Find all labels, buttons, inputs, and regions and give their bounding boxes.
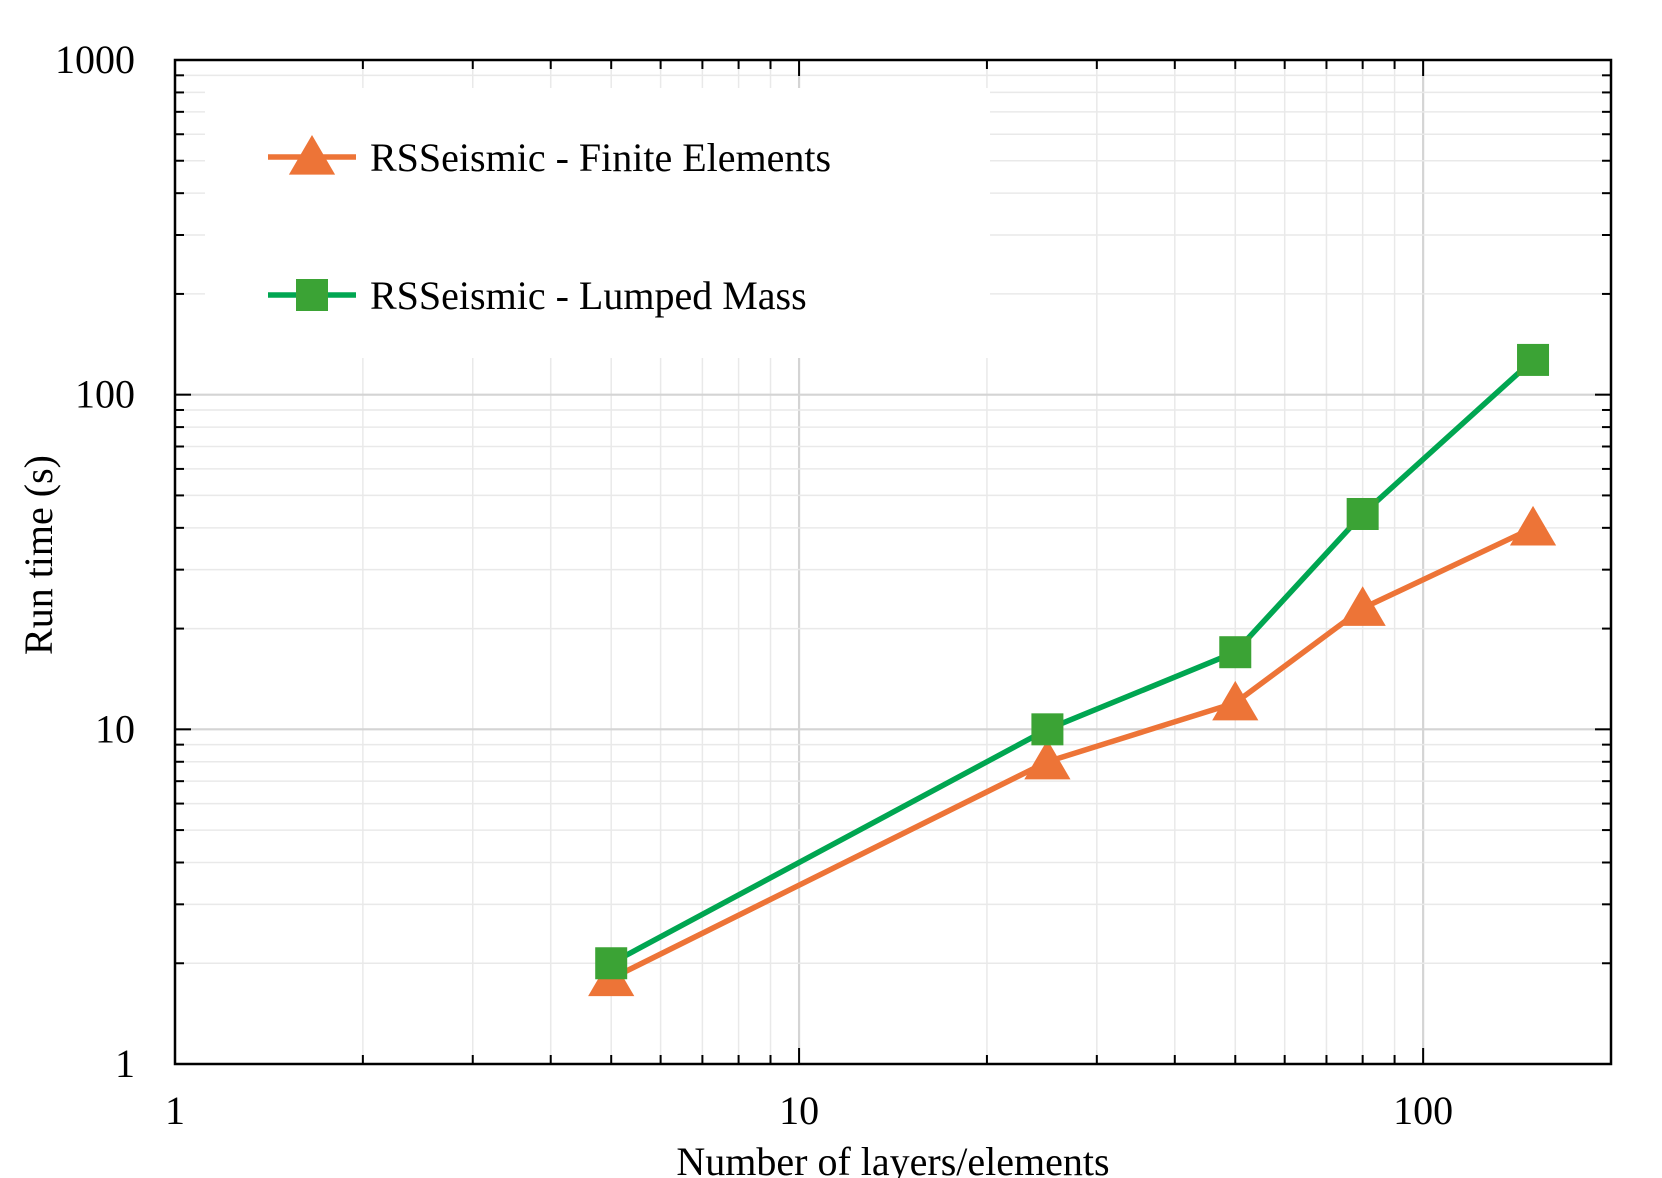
y-axis-label: Run time (s) [16, 455, 61, 655]
y-tick-label: 1 [115, 1041, 135, 1086]
series-layer [588, 343, 1557, 997]
y-tick-label: 1000 [55, 37, 135, 82]
x-tick-label: 10 [779, 1088, 819, 1133]
series-1 [595, 343, 1550, 980]
data-point-square [1346, 497, 1379, 530]
series-0 [588, 505, 1557, 997]
data-point-square [1031, 713, 1064, 746]
y-tick-labels: 1 10 100 1000 [55, 37, 135, 1086]
y-tick-label: 10 [95, 706, 135, 751]
legend-background [205, 88, 990, 358]
ticks [174, 59, 1612, 1065]
legend: RSSeismic - Finite Elements RSSeismic - L… [268, 135, 831, 318]
data-point-triangle [1339, 586, 1386, 626]
x-tick-label: 100 [1393, 1088, 1453, 1133]
legend-marker-triangle [288, 135, 336, 175]
data-point-triangle [1024, 739, 1071, 780]
y-tick-label: 100 [75, 372, 135, 417]
plot-frame [173, 58, 1613, 1066]
data-point-triangle [1212, 680, 1259, 721]
data-point-triangle [1509, 505, 1557, 546]
legend-marker-square [296, 279, 328, 311]
data-point-square [1517, 343, 1550, 376]
data-point-square [1219, 636, 1252, 669]
data-point-square [595, 947, 628, 980]
legend-item: RSSeismic - Finite Elements [268, 135, 831, 180]
legend-item: RSSeismic - Lumped Mass [268, 273, 807, 318]
legend-label: RSSeismic - Finite Elements [370, 135, 831, 180]
legend-label: RSSeismic - Lumped Mass [370, 273, 807, 318]
x-tick-labels: 1 10 100 [165, 1088, 1453, 1133]
x-tick-label: 1 [165, 1088, 185, 1133]
x-axis-label: Number of layers/elements [676, 1139, 1109, 1178]
